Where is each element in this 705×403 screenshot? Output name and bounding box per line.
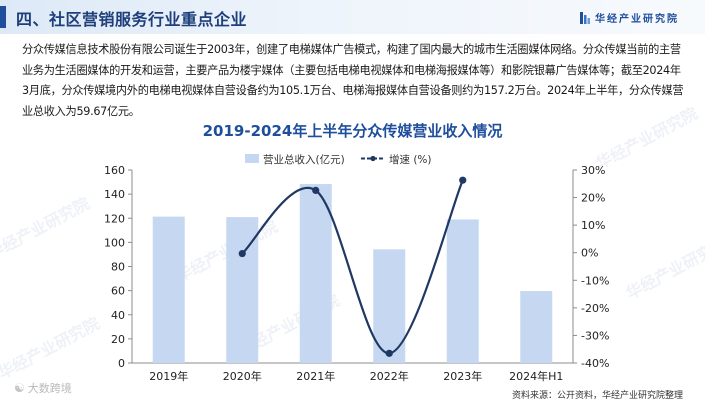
- brand-name: 华经产业研究院: [595, 14, 679, 25]
- y-left-tick-label: 120: [104, 212, 125, 225]
- chart-legend: 营业总收入(亿元) 增速 (%): [245, 153, 432, 166]
- growth-point: [385, 349, 393, 357]
- legend-bar-swatch: [245, 154, 259, 163]
- legend-line-label: 增速 (%): [389, 153, 432, 166]
- share-icon: ☯: [14, 381, 25, 395]
- y-right-tick-label: 10%: [581, 219, 605, 232]
- y-right-tick-label: 0%: [581, 247, 598, 260]
- y-left-tick-label: 60: [111, 285, 125, 298]
- x-tick-label: 2019年: [149, 369, 188, 383]
- y-left-tick-label: 40: [111, 309, 125, 322]
- source-note: 资料来源：公开资料，华经产业研究院整理: [511, 391, 683, 401]
- chart-title: 2019-2024年上半年分众传媒营业收入情况: [202, 122, 503, 140]
- brand-logo-icon: [580, 11, 590, 24]
- revenue-bar: [299, 184, 332, 363]
- header-banner: 四、社区营销服务行业重点企业 华经产业研究院: [0, 0, 705, 34]
- y-right-tick-label: 20%: [581, 192, 605, 205]
- y-left-tick-label: 140: [104, 188, 125, 201]
- x-tick-label: 2021年: [296, 369, 335, 383]
- y-left-tick-label: 80: [111, 261, 125, 274]
- chart-axes: 0 20 40 60 80 100 120 140 160 -40% -30% -20% -10% 0% 1…: [104, 164, 609, 383]
- y-right-tick-label: -40%: [581, 357, 609, 370]
- revenue-bar: [152, 216, 185, 363]
- x-tick-label: 2020年: [223, 369, 262, 383]
- revenue-bar: [446, 219, 479, 363]
- footer-watermark-label: 大数跨境: [27, 382, 72, 395]
- x-tick-label: 2023年: [443, 369, 482, 383]
- footer-watermark: ☯ 大数跨境: [14, 380, 72, 396]
- growth-point: [238, 249, 246, 258]
- growth-line-path: [241, 179, 464, 355]
- revenue-bar: [520, 291, 553, 363]
- y-right-tick-label: -30%: [581, 329, 609, 342]
- y-left-tick-label: 100: [104, 236, 125, 249]
- legend-bar-label: 营业总收入(亿元): [263, 153, 345, 166]
- y-left-tick-label: 160: [104, 164, 125, 177]
- y-left-tick-label: 20: [111, 333, 125, 346]
- y-right-tick-label: 30%: [581, 164, 605, 177]
- growth-point: [312, 186, 320, 195]
- y-right-tick-label: -10%: [581, 274, 609, 287]
- legend-line-marker: [370, 155, 376, 162]
- header-accent-bar: [0, 6, 6, 28]
- x-tick-label: 2024年H1: [509, 369, 563, 383]
- brand: 华经产业研究院: [580, 10, 679, 25]
- growth-line-series: [238, 176, 467, 357]
- y-right-tick-label: -20%: [581, 302, 609, 315]
- growth-point: [459, 176, 467, 184]
- y-left-tick-label: 0: [118, 357, 125, 370]
- page-title: 四、社区营销服务行业重点企业: [16, 10, 248, 29]
- bar-series: [152, 184, 553, 363]
- intro-paragraph: 分众传媒信息技术股份有限公司诞生于2003年，创建了电梯媒体广告模式，构建了国内…: [22, 43, 684, 118]
- x-tick-label: 2022年: [370, 369, 409, 383]
